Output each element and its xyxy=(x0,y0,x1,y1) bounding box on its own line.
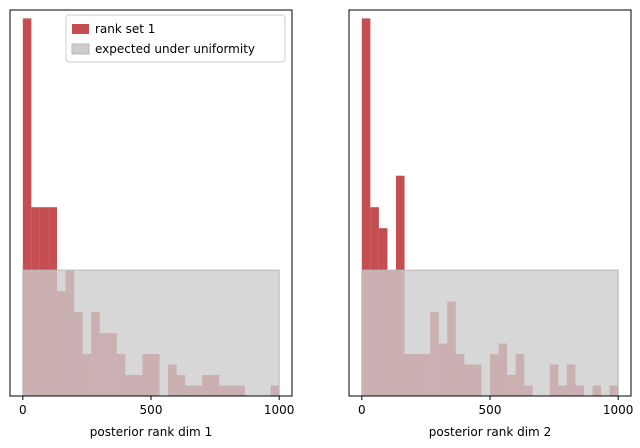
x-tick-label: 500 xyxy=(140,403,163,417)
x-tick-label: 1000 xyxy=(603,403,634,417)
legend-entry: expected under uniformity xyxy=(95,42,255,56)
x-axis-label: posterior rank dim 2 xyxy=(429,425,551,439)
legend-swatch xyxy=(71,43,90,55)
subplot-2: 0 500 1000 posterior rank dim 2 xyxy=(348,9,634,439)
x-tick-label: 0 xyxy=(358,403,366,417)
subplot-1: 0 500 1000 posterior rank dim 1 rank set 1 ex… xyxy=(9,9,295,439)
legend-frame xyxy=(65,14,286,63)
legend: rank set 1 expected under uniformity xyxy=(65,14,286,63)
legend-entry: rank set 1 xyxy=(95,22,155,36)
legend-swatch xyxy=(72,24,89,34)
x-tick-label: 500 xyxy=(479,403,502,417)
x-axis-label: posterior rank dim 1 xyxy=(90,425,212,439)
histogram-bar xyxy=(361,18,371,397)
x-tick-label: 1000 xyxy=(264,403,295,417)
histogram-bar xyxy=(22,18,32,397)
uniformity-band xyxy=(22,269,280,397)
x-tick-label: 0 xyxy=(19,403,27,417)
uniformity-band xyxy=(361,269,619,397)
